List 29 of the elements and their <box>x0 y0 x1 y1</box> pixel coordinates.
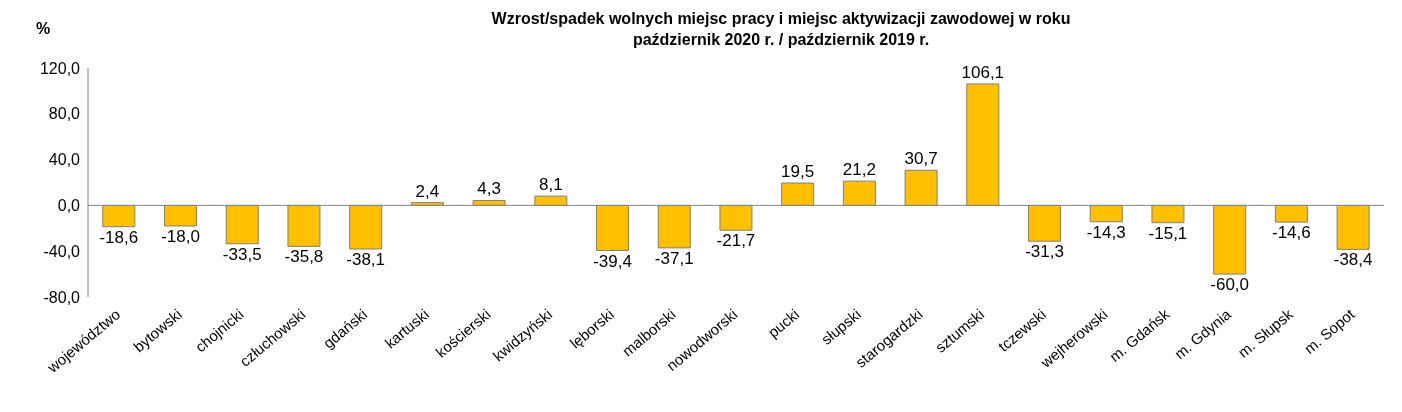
data-label: -14,3 <box>1086 222 1126 242</box>
data-label: -18,0 <box>161 227 200 247</box>
y-tick-label: 0,0 <box>57 197 81 215</box>
data-label: -31,3 <box>1025 242 1064 262</box>
y-tick-label: -80,0 <box>43 288 81 306</box>
y-axis-title: % <box>36 20 51 38</box>
data-label: -39,4 <box>593 251 632 271</box>
data-label: -15,1 <box>1148 223 1188 243</box>
data-label: -18,6 <box>99 227 139 247</box>
data-label: 19,5 <box>781 162 815 182</box>
data-label: -38,4 <box>1333 250 1373 270</box>
data-label: -21,7 <box>716 231 756 251</box>
data-label: 30,7 <box>904 149 938 169</box>
y-tick-label: 40,0 <box>48 151 81 169</box>
chart-title: Wzrost/spadek wolnych miejsc pracy i miejsc aktywizacji zawodowej w roku październik 2020 r. / październik 2019 r. <box>491 10 1071 48</box>
data-label: -60,0 <box>1210 275 1250 295</box>
data-label: -38,1 <box>346 250 386 270</box>
data-label: 2,4 <box>415 181 440 201</box>
y-tick-label: 80,0 <box>48 105 81 123</box>
data-label: -33,5 <box>222 244 262 264</box>
data-label: 21,2 <box>842 160 876 180</box>
y-tick-label: 120,0 <box>39 59 81 77</box>
data-label: -14,6 <box>1272 223 1311 243</box>
data-label: -35,8 <box>284 247 324 267</box>
data-label: 8,1 <box>538 175 563 195</box>
y-tick-label: -40,0 <box>43 242 81 260</box>
data-label: -37,1 <box>654 248 694 268</box>
data-label: 106,1 <box>961 62 1005 82</box>
data-label: 4,3 <box>477 179 501 199</box>
